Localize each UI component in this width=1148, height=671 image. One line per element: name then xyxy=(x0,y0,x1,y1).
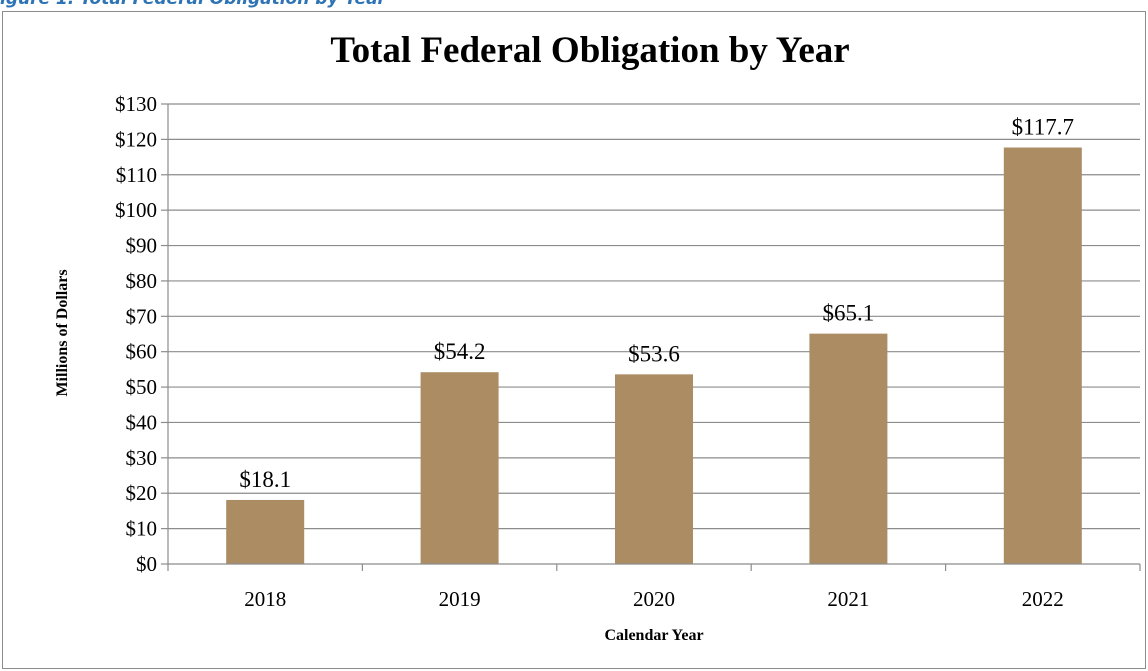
data-label-2019: $54.2 xyxy=(434,339,486,364)
x-tick-label-2021: 2021 xyxy=(827,587,869,611)
x-tick-label-2020: 2020 xyxy=(633,587,675,611)
axes xyxy=(167,104,1141,571)
bar-2022 xyxy=(1003,147,1082,564)
y-tick-label: $50 xyxy=(126,375,158,399)
chart-title: Total Federal Obligation by Year xyxy=(330,30,849,71)
x-tick-label-2022: 2022 xyxy=(1022,587,1064,611)
x-axis-title: Calendar Year xyxy=(604,627,703,644)
x-tick-label-2018: 2018 xyxy=(244,587,286,611)
y-tick-label: $80 xyxy=(126,269,158,293)
data-label-2022: $117.7 xyxy=(1012,115,1074,140)
bar-2021 xyxy=(809,333,888,564)
y-tick-label: $90 xyxy=(126,234,158,258)
x-tick-label-2019: 2019 xyxy=(439,587,481,611)
y-tick-labels: $0 $10 $20 $30 $40 $50 $60 $70 $80 $90 $100 $110 $12… xyxy=(115,92,157,576)
y-tick-label: $10 xyxy=(126,517,158,541)
bar-2020 xyxy=(615,374,693,564)
y-tick-label: $100 xyxy=(115,198,157,222)
y-tick-label: $0 xyxy=(136,552,157,576)
y-tick-label: $60 xyxy=(126,340,158,364)
bar-2019 xyxy=(420,372,499,564)
y-tick-label: $110 xyxy=(116,163,157,187)
bars xyxy=(226,147,1082,564)
y-tick-label: $70 xyxy=(126,304,158,328)
chart-frame xyxy=(2,11,1146,669)
y-axis-title: Millions of Dollars xyxy=(54,269,71,396)
y-tick-label: $30 xyxy=(126,446,158,470)
x-tick-labels: 2018 2019 2020 2021 2022 xyxy=(244,587,1064,611)
y-tick-label: $120 xyxy=(115,127,157,151)
data-label-2018: $18.1 xyxy=(239,467,291,492)
y-tick-label: $40 xyxy=(126,410,158,434)
figure-caption-fragment: igure 1. Total Federal Obligation by Yea… xyxy=(0,0,720,9)
bar-2018 xyxy=(226,499,305,564)
data-label-2020: $53.6 xyxy=(628,341,680,366)
data-labels: $18.1 $54.2 $53.6 $65.1 $117.7 xyxy=(239,115,1074,492)
y-tick-label: $130 xyxy=(115,92,157,116)
data-label-2021: $65.1 xyxy=(823,301,875,326)
y-tick-label: $20 xyxy=(126,481,158,505)
